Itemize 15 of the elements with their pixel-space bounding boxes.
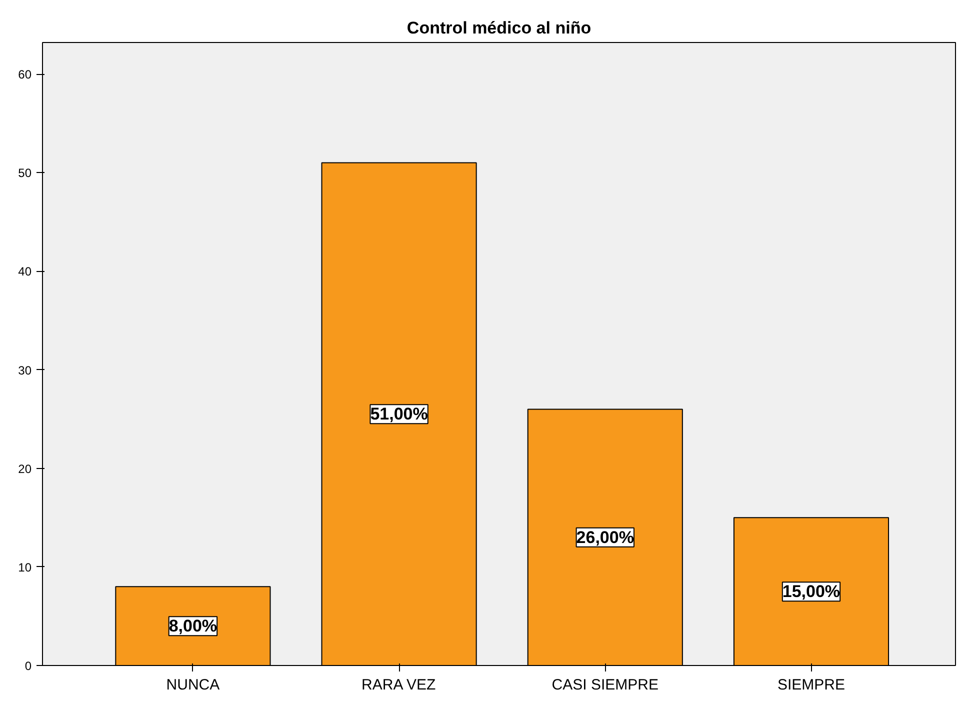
x-tick-label: SIEMPRE <box>777 676 845 694</box>
y-tick-label: 40 <box>18 264 32 279</box>
y-tick-label: 30 <box>18 363 32 378</box>
x-tick-label: CASI SIEMPRE <box>552 676 658 694</box>
x-tick-label: NUNCA <box>166 676 220 694</box>
y-tick-label: 10 <box>18 560 32 574</box>
data-label: 8,00% <box>168 616 218 636</box>
x-tick-label: RARA VEZ <box>362 676 436 694</box>
y-tick-label: 60 <box>18 68 32 82</box>
y-tick-label: 0 <box>24 659 32 673</box>
data-label: 15,00% <box>782 582 840 602</box>
y-tick-label: 50 <box>18 166 32 180</box>
y-tick-label: 20 <box>18 462 32 476</box>
data-label: 51,00% <box>370 404 428 424</box>
chart-title: Control médico al niño <box>406 18 592 38</box>
